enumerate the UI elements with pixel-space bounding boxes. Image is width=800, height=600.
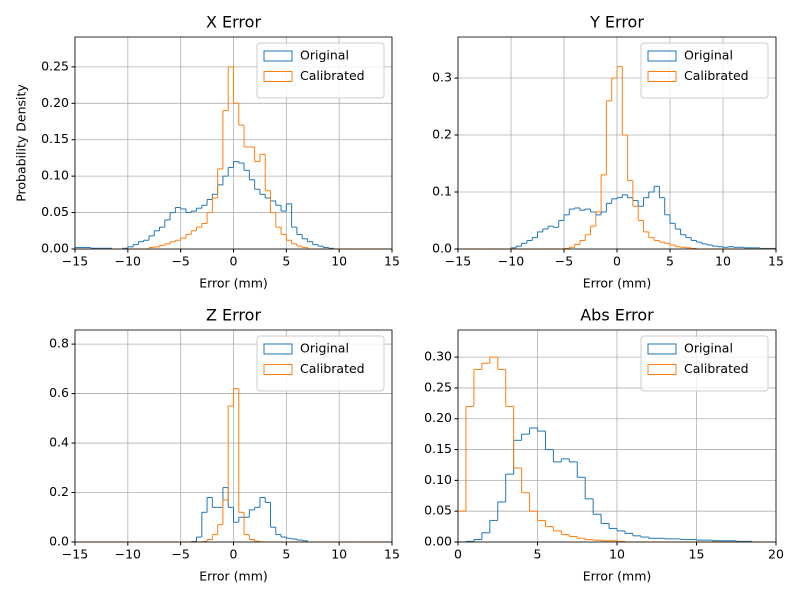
y-tick-label: 0.15 <box>41 131 69 146</box>
y-tick-label: 0.4 <box>49 435 69 450</box>
legend-swatch <box>263 343 293 355</box>
legend-swatch <box>263 50 293 62</box>
legend-swatch <box>263 364 293 375</box>
legend-label: Calibrated <box>300 68 365 83</box>
legend-swatch <box>647 343 677 355</box>
x-axis-label: Error (mm) <box>199 569 268 584</box>
legend-swatch <box>647 364 677 375</box>
x-tick-label: −10 <box>115 547 141 562</box>
axes-frame <box>74 329 393 543</box>
y-tick-label: 0.20 <box>424 410 452 425</box>
x-tick-label: 15 <box>689 547 705 562</box>
x-axis-label: Error (mm) <box>583 276 652 291</box>
y-tick-label: 0.00 <box>424 534 452 549</box>
x-axis-label: Error (mm) <box>583 569 652 584</box>
x-axis-label: Error (mm) <box>199 276 268 291</box>
y-tick-label: 0.3 <box>432 70 452 85</box>
y-tick-label: 0.10 <box>41 168 69 183</box>
y-axis-label: Probability Density <box>14 84 29 202</box>
subplot-title: X Error <box>206 13 261 32</box>
subplot: −15 −10 −5 0 5 10 15 0.00 0.05 0.10 0.15 0.20 0.25 X … <box>14 13 400 291</box>
y-tick-label: 0.1 <box>432 184 452 199</box>
y-tick-label: 0.15 <box>424 441 452 456</box>
x-tick-label: 0 <box>230 254 238 269</box>
x-tick-label: 15 <box>384 254 400 269</box>
legend: Original Calibrated <box>256 42 385 99</box>
y-tick-label: 0.20 <box>41 95 69 110</box>
y-tick-label: 0.0 <box>432 241 452 256</box>
x-tick-label: −15 <box>445 254 471 269</box>
x-tick-label: 0 <box>454 547 462 562</box>
subplot-title: Y Error <box>589 13 644 32</box>
x-tick-label: 15 <box>768 254 784 269</box>
y-tick-label: 0.05 <box>41 204 69 219</box>
x-tick-label: −15 <box>62 547 88 562</box>
legend: Original Calibrated <box>640 335 769 392</box>
y-tick-label: 0.8 <box>49 336 69 351</box>
legend-label: Original <box>684 48 733 63</box>
legend-swatch <box>263 71 293 82</box>
x-tick-label: −5 <box>555 254 573 269</box>
x-tick-label: 0 <box>613 254 621 269</box>
subplot-title: Abs Error <box>580 306 654 325</box>
subplot: −15 −10 −5 0 5 10 15 0.0 0.1 0.2 0.3 Y Error Error (… <box>432 13 784 291</box>
legend-label: Original <box>684 341 733 356</box>
axes-frame <box>457 329 777 543</box>
y-tick-label: 0.00 <box>41 241 69 256</box>
y-tick-label: 0.6 <box>49 385 69 400</box>
legend-box <box>640 42 769 99</box>
legend-box <box>640 335 769 392</box>
legend-label: Original <box>300 48 349 63</box>
x-tick-label: 20 <box>768 547 784 562</box>
x-tick-label: −5 <box>171 254 189 269</box>
x-tick-label: −10 <box>498 254 524 269</box>
x-tick-label: 5 <box>282 254 290 269</box>
y-tick-label: 0.30 <box>424 349 452 364</box>
subplot: 0 5 10 15 20 0.00 0.05 0.10 0.15 0.20 0.25 0.30 Abs … <box>424 306 784 584</box>
x-tick-label: 10 <box>331 254 347 269</box>
legend: Original Calibrated <box>640 42 769 99</box>
legend-label: Calibrated <box>684 68 749 83</box>
legend-swatch <box>647 50 677 62</box>
x-tick-label: −10 <box>115 254 141 269</box>
x-tick-label: −5 <box>171 547 189 562</box>
subplot-title: Z Error <box>206 306 261 325</box>
y-tick-label: 0.10 <box>424 472 452 487</box>
x-tick-label: 10 <box>331 547 347 562</box>
legend-box <box>256 335 385 392</box>
x-tick-label: 15 <box>384 547 400 562</box>
y-tick-label: 0.25 <box>41 58 69 73</box>
x-tick-label: 0 <box>230 547 238 562</box>
x-tick-label: 5 <box>666 254 674 269</box>
y-tick-label: 0.0 <box>49 534 69 549</box>
legend: Original Calibrated <box>256 335 385 392</box>
x-tick-label: −15 <box>62 254 88 269</box>
x-tick-label: 5 <box>282 547 290 562</box>
x-tick-label: 10 <box>715 254 731 269</box>
subplot: −15 −10 −5 0 5 10 15 0.0 0.2 0.4 0.6 0.8 Z Error Erro… <box>49 306 400 584</box>
x-tick-label: 10 <box>609 547 625 562</box>
legend-label: Calibrated <box>300 361 365 376</box>
y-tick-label: 0.2 <box>49 484 69 499</box>
legend-label: Calibrated <box>684 361 749 376</box>
legend-swatch <box>647 71 677 82</box>
y-tick-label: 0.2 <box>432 127 452 142</box>
x-tick-label: 5 <box>534 547 542 562</box>
y-tick-label: 0.05 <box>424 503 452 518</box>
axes-frame <box>74 36 393 250</box>
axes-frame <box>457 36 777 250</box>
y-tick-label: 0.25 <box>424 379 452 394</box>
legend-box <box>256 42 385 99</box>
legend-label: Original <box>300 341 349 356</box>
